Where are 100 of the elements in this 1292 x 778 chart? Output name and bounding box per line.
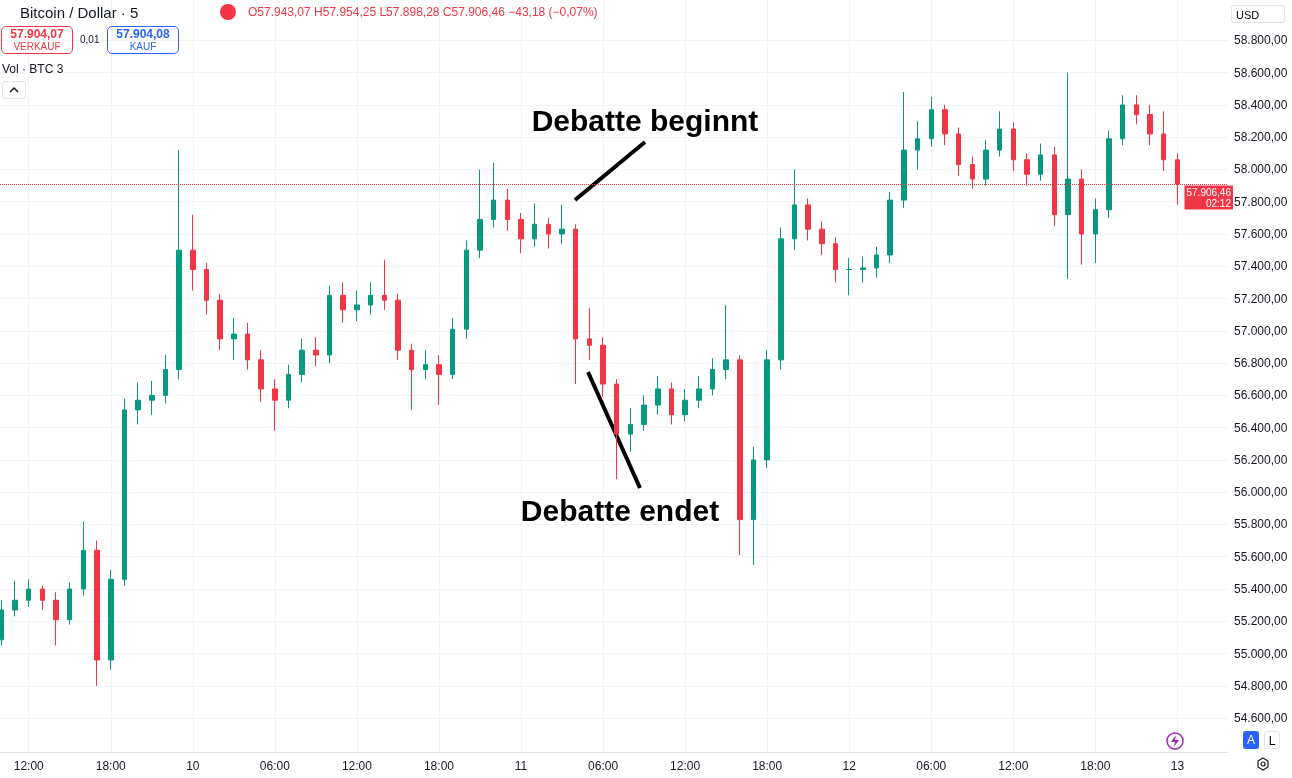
candlestick	[641, 394, 647, 432]
y-tick-label: 57.000,00	[1234, 323, 1288, 338]
candlestick	[190, 214, 196, 291]
candlestick	[901, 91, 907, 209]
candlestick	[395, 293, 401, 361]
candlestick	[354, 289, 360, 322]
y-tick-label: 58.000,00	[1234, 162, 1288, 177]
candlestick	[464, 239, 469, 340]
y-tick-label: 58.600,00	[1234, 65, 1288, 80]
candlestick	[67, 582, 72, 626]
candlestick	[887, 191, 893, 264]
y-tick-label: 57.400,00	[1234, 259, 1288, 274]
candlestick	[122, 398, 127, 587]
candlestick	[546, 217, 551, 250]
candlestick	[1038, 143, 1043, 182]
x-tick-label: 18:00	[752, 759, 783, 773]
candlestick	[368, 281, 373, 316]
y-tick-label: 57.800,00	[1234, 194, 1288, 209]
candlestick	[258, 349, 264, 403]
candlestick	[1011, 122, 1016, 172]
y-tick-label: 55.600,00	[1234, 549, 1288, 564]
x-tick-label: 06:00	[916, 759, 947, 773]
x-tick-label: 12:00	[341, 759, 373, 773]
text: USD	[1231, 5, 1285, 23]
y-tick-label: 56.800,00	[1234, 356, 1288, 371]
annotation: 57.904,07	[9, 27, 65, 41]
candlestick	[997, 110, 1002, 158]
text: A	[1243, 731, 1259, 749]
y-tick-label: 56.000,00	[1234, 485, 1288, 500]
candlestick	[340, 281, 346, 324]
x-tick-label: 12:00	[670, 759, 701, 773]
x-tick-label: 12:00	[13, 759, 45, 773]
candlestick	[532, 202, 537, 248]
annotation: 57.904,08	[115, 27, 171, 41]
candlestick	[559, 204, 565, 245]
y-tick-label: 55.200,00	[1234, 614, 1288, 629]
x-tick-label: 18:00	[1080, 759, 1111, 773]
x-tick-label: 11	[514, 759, 528, 773]
candlestick	[491, 162, 496, 229]
y-tick-label: 54.800,00	[1234, 678, 1288, 693]
candlestick	[26, 578, 31, 608]
annotation: Debatte endet	[520, 493, 720, 527]
candlestick	[231, 317, 237, 361]
candlestick	[286, 364, 291, 409]
candlestick	[299, 338, 305, 383]
candlestick	[12, 580, 18, 617]
annotation: VERKAUF	[12, 41, 62, 52]
y-tick-label: 56.600,00	[1234, 388, 1288, 403]
ref-line-label: 57.906,46 02:12	[1186, 186, 1232, 209]
y-tick-label: 57.600,00	[1234, 226, 1288, 241]
candlestick	[327, 285, 332, 364]
candlestick	[723, 304, 729, 380]
candlestick	[751, 446, 756, 566]
y-tick-label: 58.800,00	[1234, 33, 1288, 48]
candlestick	[833, 236, 838, 283]
candlestick	[1147, 104, 1153, 146]
x-tick-label: 12	[842, 759, 857, 773]
candlestick	[587, 307, 592, 361]
candlestick	[53, 591, 59, 646]
y-tick-label: 55.400,00	[1234, 582, 1288, 597]
x-tick-label: 18:00	[95, 759, 127, 773]
candlestick	[204, 262, 209, 316]
candlestick	[505, 188, 510, 232]
candlestick	[942, 104, 948, 146]
candlestick	[423, 349, 428, 380]
candlestick	[573, 223, 578, 385]
candlestick	[477, 168, 483, 259]
candlestick	[450, 317, 455, 380]
candlestick	[1065, 72, 1071, 280]
candlestick	[0, 599, 4, 646]
candlestick	[669, 381, 674, 425]
candlestick	[436, 354, 442, 406]
candlestick	[874, 246, 879, 279]
candlestick	[518, 212, 524, 254]
candlestick	[1120, 94, 1125, 146]
candlestick	[313, 336, 319, 367]
candlestick	[778, 227, 784, 371]
x-tick-label: 18:00	[423, 759, 455, 773]
y-tick-label: 58.400,00	[1234, 97, 1288, 112]
x-tick-label: 10	[186, 759, 200, 773]
candlestick	[600, 336, 606, 398]
y-tick-label: 57.200,00	[1234, 291, 1288, 306]
candlestick	[929, 96, 934, 148]
candlestick	[983, 139, 989, 187]
candlestick	[792, 168, 797, 251]
annotation: O57.943,07 H57.954,25 L57.898,28 C57.906,46 −43,18 (−0,07%)	[248, 5, 598, 19]
candlestick	[819, 220, 825, 256]
candlestick	[81, 520, 86, 596]
y-tick-label: 55.000,00	[1234, 646, 1288, 661]
candlestick	[135, 381, 141, 425]
candlestick	[682, 388, 688, 422]
candlestick	[846, 257, 852, 296]
candlestick	[915, 120, 920, 170]
candlestick	[217, 293, 223, 351]
candlestick	[409, 343, 414, 411]
candlestick	[805, 197, 811, 241]
candlestick	[655, 375, 661, 416]
candlestick	[382, 259, 387, 311]
candlestick	[696, 375, 702, 409]
y-tick-label: 54.600,00	[1234, 711, 1288, 726]
